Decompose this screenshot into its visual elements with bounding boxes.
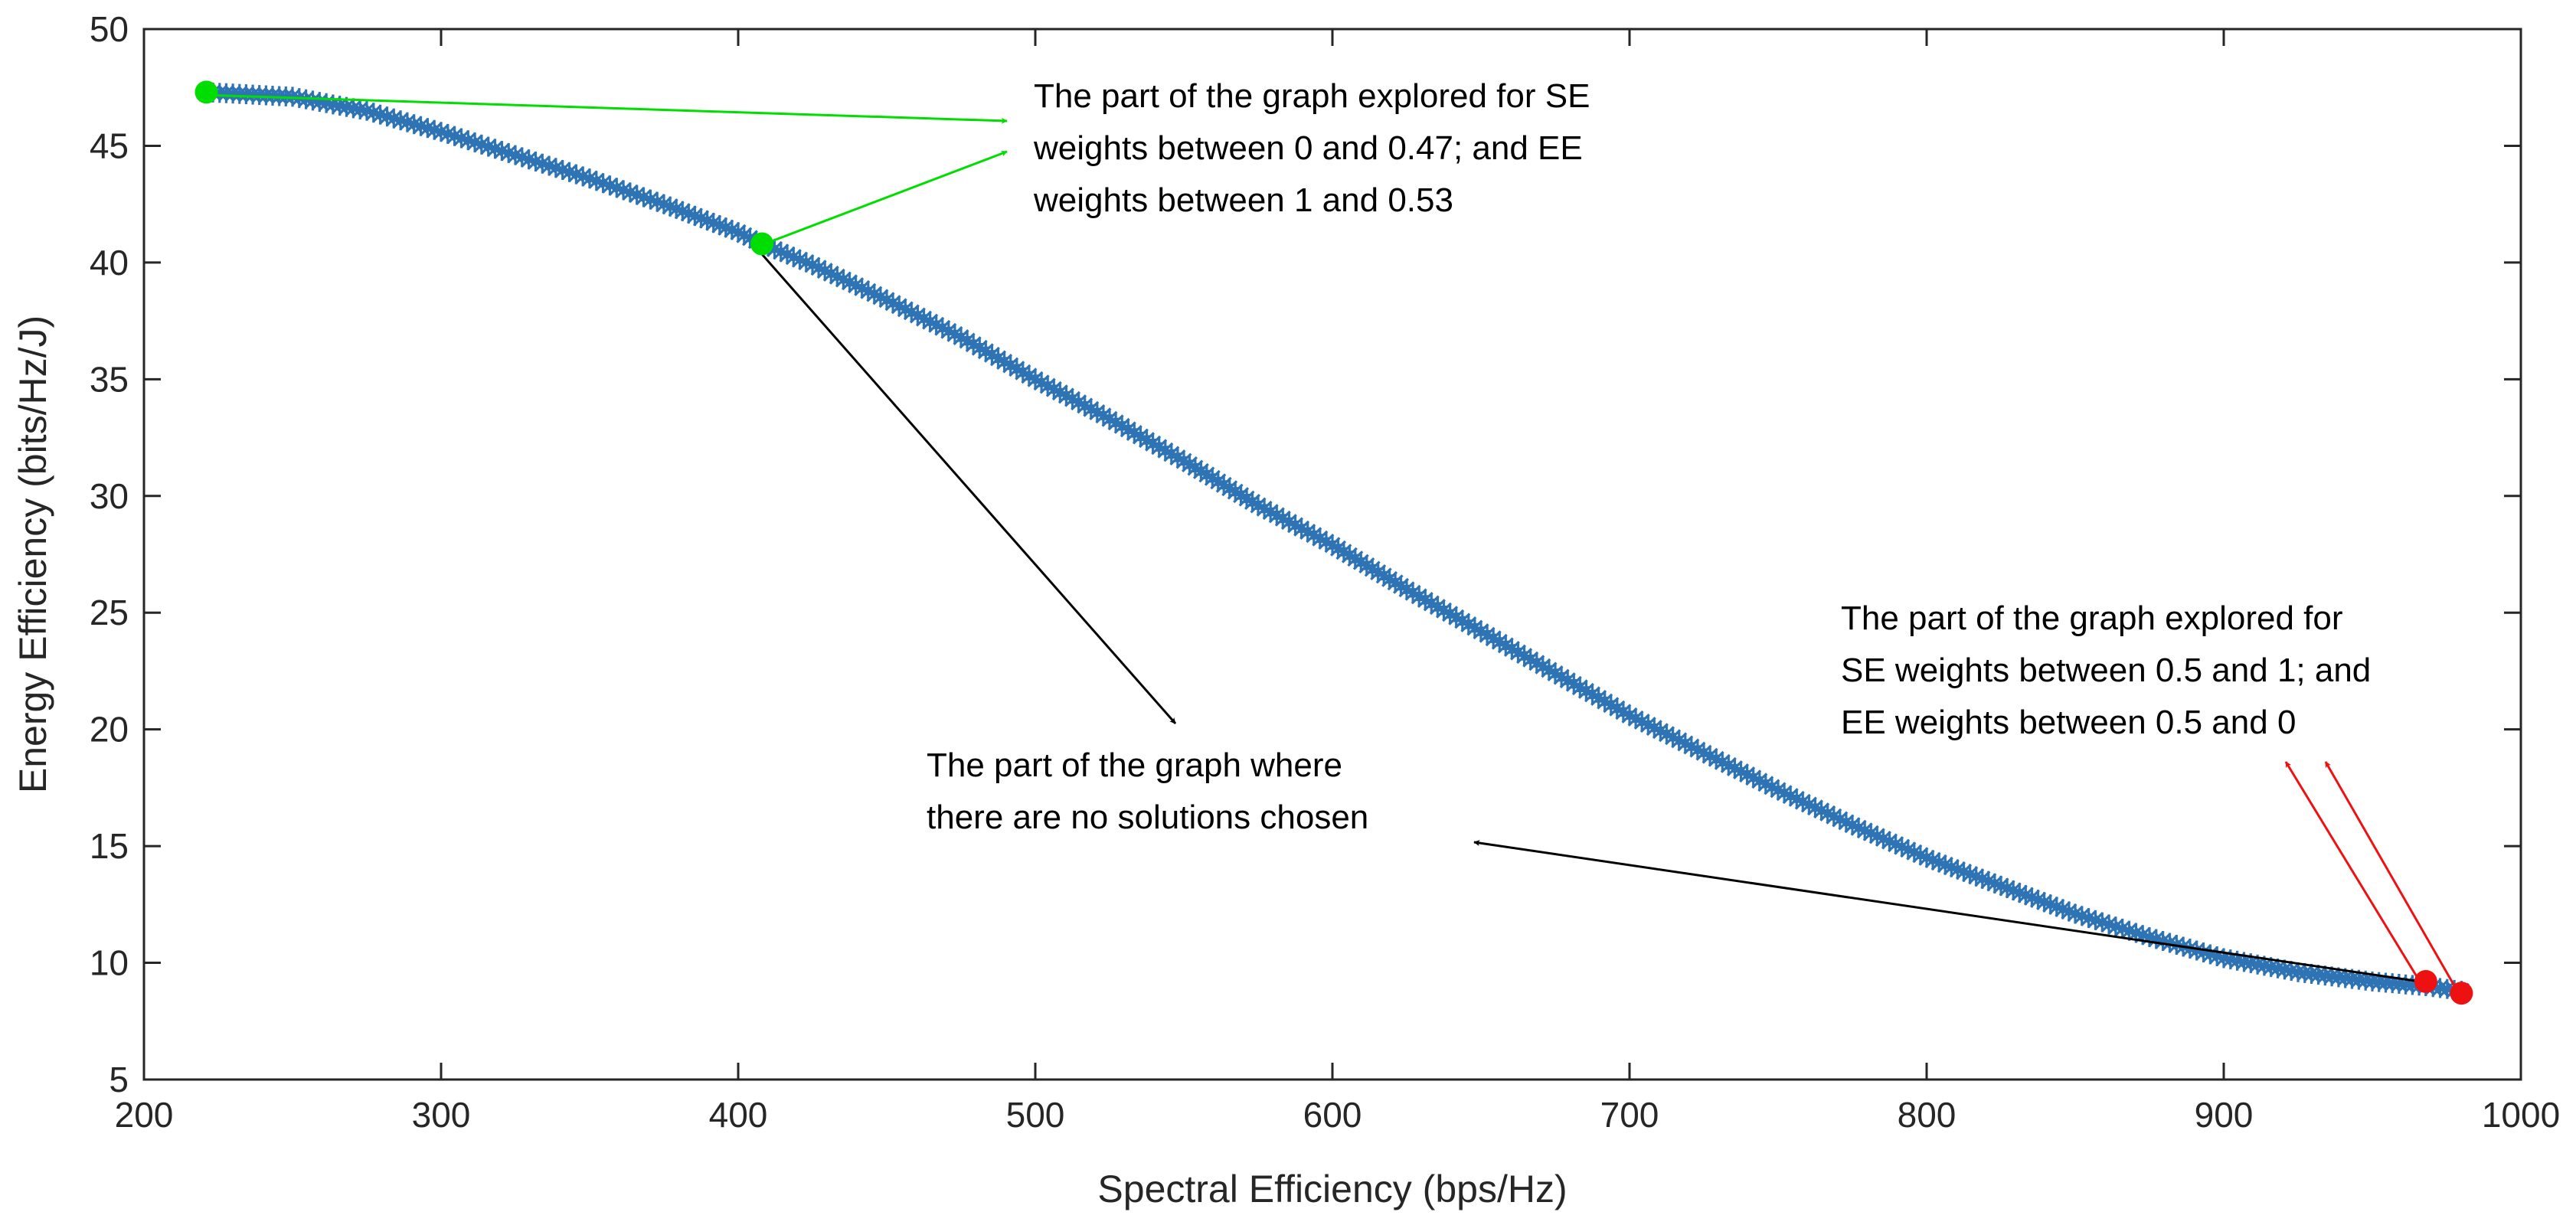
highlight-point-red-end <box>2450 982 2473 1005</box>
annotation-se-low-line-3: weights between 1 and 0.53 <box>1033 181 1453 219</box>
green-arrow-lower <box>765 150 1008 245</box>
black-arrow-left <box>1473 840 2421 983</box>
series-marker <box>633 187 654 207</box>
series-marker <box>907 305 928 325</box>
x-tick-label: 1000 <box>2482 1095 2560 1135</box>
y-tick-label: 35 <box>90 359 129 399</box>
x-tick-label: 800 <box>1898 1095 1957 1135</box>
y-tick-label: 50 <box>90 9 129 49</box>
highlight-point-green-end <box>750 232 774 256</box>
green-arrow-upper <box>202 93 1008 124</box>
series-markers <box>196 82 2472 1001</box>
y-axis-ticks: 5 10 15 20 25 30 35 40 45 50 <box>90 9 2521 1099</box>
highlight-point-red-start <box>2414 969 2437 993</box>
x-tick-label: 700 <box>1600 1095 1659 1135</box>
x-axis-title: Spectral Efficiency (bps/Hz) <box>1097 1168 1567 1210</box>
series-marker <box>2200 944 2221 965</box>
series-marker <box>1662 727 1683 747</box>
y-tick-label: 30 <box>90 476 129 516</box>
annotation-se-low-line-1: The part of the graph explored for SE <box>1034 77 1590 115</box>
annotation-arrows <box>202 93 2460 993</box>
x-tick-label: 600 <box>1303 1095 1362 1135</box>
series-marker <box>492 141 512 162</box>
red-arrow-right <box>2324 761 2460 993</box>
annotation-no-solutions-line-1: The part of the graph where <box>927 746 1342 784</box>
x-axis-ticks: 200 300 400 500 600 700 800 900 1000 <box>115 29 2560 1135</box>
y-tick-label: 40 <box>90 243 129 283</box>
series-marker <box>994 351 1015 372</box>
highlight-points <box>195 80 2473 1005</box>
series-marker <box>1718 755 1739 776</box>
black-arrow-down <box>760 253 1177 724</box>
series-marker <box>678 203 699 224</box>
highlight-point-green-start <box>195 80 218 104</box>
x-tick-label: 900 <box>2195 1095 2254 1135</box>
y-tick-label: 20 <box>90 710 129 750</box>
series-marker <box>721 220 742 240</box>
y-tick-label: 10 <box>90 943 129 983</box>
annotation-se-low-line-2: weights between 0 and 0.47; and EE <box>1033 129 1583 167</box>
series-marker <box>1471 621 1491 642</box>
series-marker <box>1817 803 1838 824</box>
annotation-no-solutions-line-2: there are no solutions chosen <box>927 799 1368 836</box>
y-axis-title: Energy Efficiency (bits/Hz/J) <box>11 315 54 793</box>
y-tick-label: 5 <box>109 1060 129 1099</box>
annotation-se-high-line-2: SE weights between 0.5 and 1; and <box>1841 652 2371 689</box>
y-tick-label: 45 <box>90 126 129 165</box>
x-tick-label: 400 <box>709 1095 768 1135</box>
annotation-se-high-line-3: EE weights between 0.5 and 0 <box>1841 704 2296 741</box>
x-tick-label: 500 <box>1006 1095 1065 1135</box>
series-marker <box>1248 495 1268 515</box>
x-tick-label: 200 <box>115 1095 174 1135</box>
annotation-se-high-line-1: The part of the graph explored for <box>1841 599 2343 637</box>
annotation-se-low: The part of the graph explored for SE we… <box>1033 77 1600 219</box>
red-arrow-left <box>2284 761 2421 982</box>
annotation-se-high: The part of the graph explored for SE we… <box>1841 599 2381 741</box>
y-tick-label: 15 <box>90 826 129 866</box>
y-tick-label: 25 <box>90 593 129 632</box>
x-tick-label: 300 <box>412 1095 471 1135</box>
annotation-no-solutions: The part of the graph where there are no… <box>927 746 1368 836</box>
